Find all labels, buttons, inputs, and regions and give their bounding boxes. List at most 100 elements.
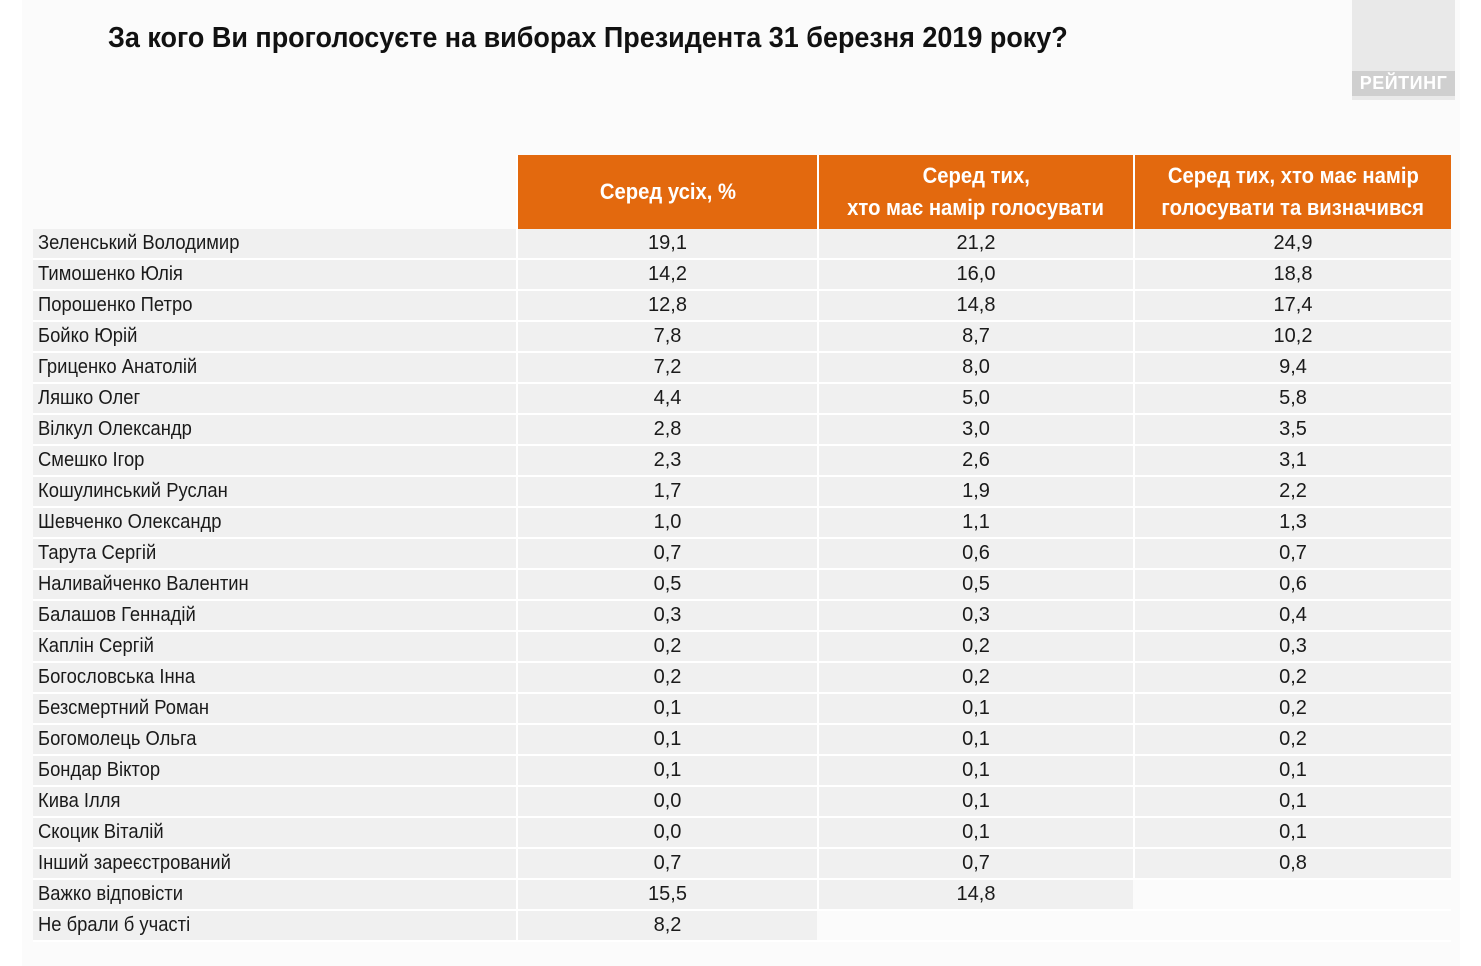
candidate-name: Бондар Віктор xyxy=(38,759,161,781)
candidate-name-cell: Богомолець Ольга xyxy=(33,725,516,756)
value-decided-cell: 0,8 xyxy=(1133,849,1451,880)
table-row: Безсмертний Роман 0,1 0,1 0,2 xyxy=(33,694,1451,725)
value-all-cell: 2,3 xyxy=(516,446,817,477)
value-all-cell: 0,7 xyxy=(516,849,817,880)
candidate-name: Кошулинський Руслан xyxy=(38,480,228,502)
candidate-name-cell: Вілкул Олександр xyxy=(33,415,516,446)
table-row: Тарута Сергій 0,7 0,6 0,7 xyxy=(33,539,1451,570)
table-row: Не брали б участі 8,2 xyxy=(33,911,1451,942)
value-all-cell: 0,2 xyxy=(516,632,817,663)
candidate-name: Богомолець Ольга xyxy=(38,728,197,750)
value-all-cell: 15,5 xyxy=(516,880,817,911)
value-decided-cell: 0,1 xyxy=(1133,818,1451,849)
candidate-name: Зеленський Володимир xyxy=(38,232,240,254)
table-row: Кива Ілля 0,0 0,1 0,1 xyxy=(33,787,1451,818)
value-decided-cell: 10,2 xyxy=(1133,322,1451,353)
value-decided-cell: 3,5 xyxy=(1133,415,1451,446)
table-row: Каплін Сергій 0,2 0,2 0,3 xyxy=(33,632,1451,663)
value-all-cell: 14,2 xyxy=(516,260,817,291)
value-intend-cell: 0,1 xyxy=(817,694,1133,725)
rating-logo: РЕЙТИНГ xyxy=(1352,0,1455,100)
value-decided-cell: 0,7 xyxy=(1133,539,1451,570)
column-header-decided-line-2: голосувати та визначився xyxy=(1161,195,1425,220)
table-row: Богомолець Ольга 0,1 0,1 0,2 xyxy=(33,725,1451,756)
value-intend-cell: 0,3 xyxy=(817,601,1133,632)
candidate-name: Бойко Юрій xyxy=(38,325,138,347)
candidate-name: Безсмертний Роман xyxy=(38,697,210,719)
candidate-name-cell: Ляшко Олег xyxy=(33,384,516,415)
value-intend-cell: 0,2 xyxy=(817,663,1133,694)
value-all-cell: 19,1 xyxy=(516,229,817,260)
candidate-name-cell: Бойко Юрій xyxy=(33,322,516,353)
table-row: Балашов Геннадій 0,3 0,3 0,4 xyxy=(33,601,1451,632)
table-row: Наливайченко Валентин 0,5 0,5 0,6 xyxy=(33,570,1451,601)
candidate-name: Наливайченко Валентин xyxy=(38,573,249,595)
table-row: Бондар Віктор 0,1 0,1 0,1 xyxy=(33,756,1451,787)
value-intend-cell: 16,0 xyxy=(817,260,1133,291)
value-decided-cell: 5,8 xyxy=(1133,384,1451,415)
table-row: Порошенко Петро 12,8 14,8 17,4 xyxy=(33,291,1451,322)
candidate-name-cell: Гриценко Анатолій xyxy=(33,353,516,384)
value-intend-cell: 21,2 xyxy=(817,229,1133,260)
table-row: Шевченко Олександр 1,0 1,1 1,3 xyxy=(33,508,1451,539)
candidate-name: Кива Ілля xyxy=(38,790,121,812)
value-intend-cell: 0,6 xyxy=(817,539,1133,570)
table-row: Ляшко Олег 4,4 5,0 5,8 xyxy=(33,384,1451,415)
candidate-name: Гриценко Анатолій xyxy=(38,356,198,378)
table-row: Кошулинський Руслан 1,7 1,9 2,2 xyxy=(33,477,1451,508)
candidate-name: Інший зареєстрований xyxy=(38,852,231,874)
value-decided-cell xyxy=(1133,880,1451,911)
value-all-cell: 0,0 xyxy=(516,818,817,849)
value-all-cell: 0,0 xyxy=(516,787,817,818)
candidate-name-cell: Балашов Геннадій xyxy=(33,601,516,632)
value-decided-cell: 2,2 xyxy=(1133,477,1451,508)
candidate-name: Важко відповісти xyxy=(38,883,183,905)
value-decided-cell: 24,9 xyxy=(1133,229,1451,260)
candidate-name: Вілкул Олександр xyxy=(38,418,192,440)
value-intend-cell: 1,1 xyxy=(817,508,1133,539)
candidate-name-cell: Шевченко Олександр xyxy=(33,508,516,539)
candidate-name-cell: Смешко Ігор xyxy=(33,446,516,477)
value-all-cell: 8,2 xyxy=(516,911,817,942)
results-table: Серед усіх, % Серед тих, хто має намір г… xyxy=(33,155,1451,942)
column-header-intend-line-2: хто має намір голосувати xyxy=(847,195,1105,220)
candidate-name-cell: Кива Ілля xyxy=(33,787,516,818)
value-intend-cell: 0,5 xyxy=(817,570,1133,601)
value-intend-cell xyxy=(817,911,1133,942)
value-decided-cell: 3,1 xyxy=(1133,446,1451,477)
table-row: Гриценко Анатолій 7,2 8,0 9,4 xyxy=(33,353,1451,384)
value-all-cell: 4,4 xyxy=(516,384,817,415)
candidate-name: Богословська Інна xyxy=(38,666,196,688)
value-decided-cell: 0,4 xyxy=(1133,601,1451,632)
candidate-name: Ляшко Олег xyxy=(38,387,141,409)
value-decided-cell: 0,2 xyxy=(1133,663,1451,694)
value-decided-cell: 0,3 xyxy=(1133,632,1451,663)
value-intend-cell: 8,0 xyxy=(817,353,1133,384)
candidate-name-cell: Порошенко Петро xyxy=(33,291,516,322)
value-all-cell: 0,5 xyxy=(516,570,817,601)
value-decided-cell: 0,2 xyxy=(1133,725,1451,756)
value-decided-cell: 0,6 xyxy=(1133,570,1451,601)
value-all-cell: 1,7 xyxy=(516,477,817,508)
candidate-name-cell: Важко відповісти xyxy=(33,880,516,911)
value-decided-cell: 0,1 xyxy=(1133,756,1451,787)
value-intend-cell: 0,1 xyxy=(817,787,1133,818)
logo-text: РЕЙТИНГ xyxy=(1352,71,1455,96)
candidate-name-cell: Каплін Сергій xyxy=(33,632,516,663)
candidate-name-cell: Скоцик Віталій xyxy=(33,818,516,849)
candidate-name: Балашов Геннадій xyxy=(38,604,196,626)
candidate-name-cell: Бондар Віктор xyxy=(33,756,516,787)
value-all-cell: 0,3 xyxy=(516,601,817,632)
table-row: Зеленський Володимир 19,1 21,2 24,9 xyxy=(33,229,1451,260)
value-all-cell: 0,1 xyxy=(516,756,817,787)
table-row: Інший зареєстрований 0,7 0,7 0,8 xyxy=(33,849,1451,880)
value-all-cell: 0,7 xyxy=(516,539,817,570)
candidate-name-cell: Безсмертний Роман xyxy=(33,694,516,725)
value-intend-cell: 14,8 xyxy=(817,291,1133,322)
column-header-decided-line-1: Серед тих, хто має намір xyxy=(1167,163,1419,188)
value-intend-cell: 0,1 xyxy=(817,725,1133,756)
header-blank-cell xyxy=(33,155,516,229)
candidate-name-cell: Тимошенко Юлія xyxy=(33,260,516,291)
candidate-name-cell: Наливайченко Валентин xyxy=(33,570,516,601)
value-intend-cell: 8,7 xyxy=(817,322,1133,353)
